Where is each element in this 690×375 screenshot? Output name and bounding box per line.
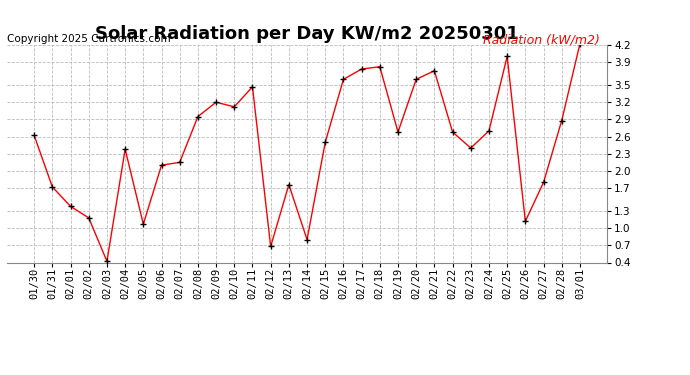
Text: Copyright 2025 Curtronics.com: Copyright 2025 Curtronics.com xyxy=(7,34,170,44)
Text: Radiation (kW/m2): Radiation (kW/m2) xyxy=(484,34,600,47)
Title: Solar Radiation per Day KW/m2 20250301: Solar Radiation per Day KW/m2 20250301 xyxy=(95,26,519,44)
